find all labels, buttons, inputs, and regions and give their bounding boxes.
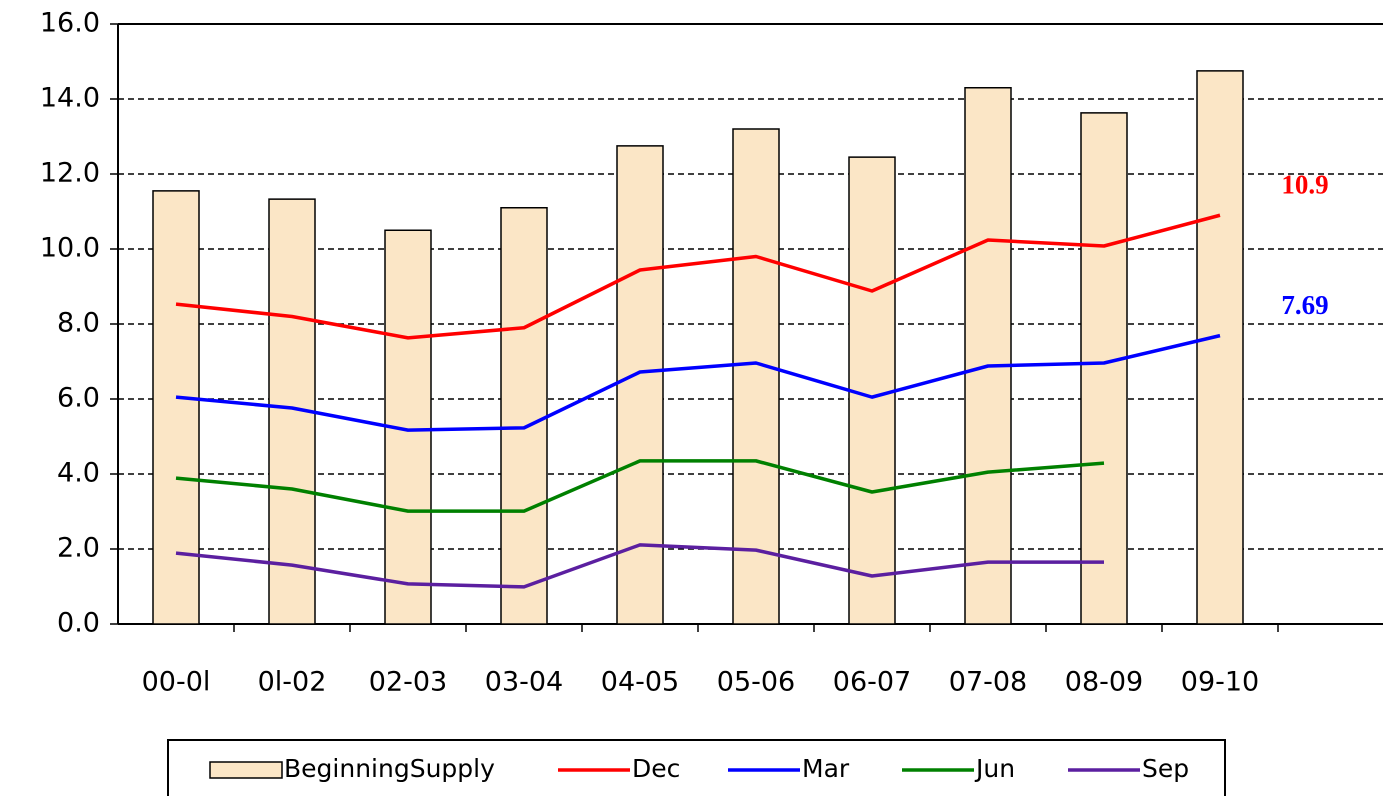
legend-label: Sep — [1142, 754, 1189, 783]
x-tick-label: 03-04 — [485, 667, 563, 698]
bar — [500, 207, 548, 625]
x-tick-label: 00-0l — [142, 667, 211, 698]
line-series — [175, 543, 1104, 589]
bar — [1080, 112, 1128, 625]
bar — [1196, 70, 1244, 625]
line-series — [175, 213, 1221, 340]
y-tick-label: 10.0 — [40, 233, 100, 264]
data-label: 10.9 — [1281, 169, 1328, 199]
bar — [848, 156, 896, 625]
legend-label: Mar — [802, 754, 850, 783]
y-tick-label: 4.0 — [57, 458, 100, 489]
x-tick-label: 02-03 — [369, 667, 447, 698]
y-tick-label: 2.0 — [57, 533, 100, 564]
y-tick-label: 16.0 — [40, 8, 100, 39]
legend-label: BeginningSupply — [284, 754, 495, 783]
x-tick-label: 04-05 — [601, 667, 679, 698]
x-tick-label: 09-10 — [1181, 667, 1259, 698]
x-tick-label: 06-07 — [833, 667, 911, 698]
line-series — [175, 333, 1221, 432]
bar — [732, 128, 780, 625]
y-tick-label: 6.0 — [57, 383, 100, 414]
line-series — [175, 459, 1105, 513]
bar — [152, 190, 200, 625]
x-tick-label: 0l-02 — [258, 667, 327, 698]
legend-label: Dec — [632, 754, 680, 783]
x-tick-label: 08-09 — [1065, 667, 1143, 698]
legend-swatch — [209, 761, 283, 779]
y-tick-label: 14.0 — [40, 83, 100, 114]
y-tick-label: 8.0 — [57, 308, 100, 339]
x-tick-label: 07-08 — [949, 667, 1027, 698]
y-tick-label: 0.0 — [57, 608, 100, 639]
x-tick-label: 05-06 — [717, 667, 795, 698]
legend-box — [167, 739, 1226, 796]
bar — [964, 87, 1012, 625]
y-tick-label: 12.0 — [40, 158, 100, 189]
data-label: 7.69 — [1281, 290, 1328, 320]
legend-label: Jun — [974, 754, 1015, 783]
